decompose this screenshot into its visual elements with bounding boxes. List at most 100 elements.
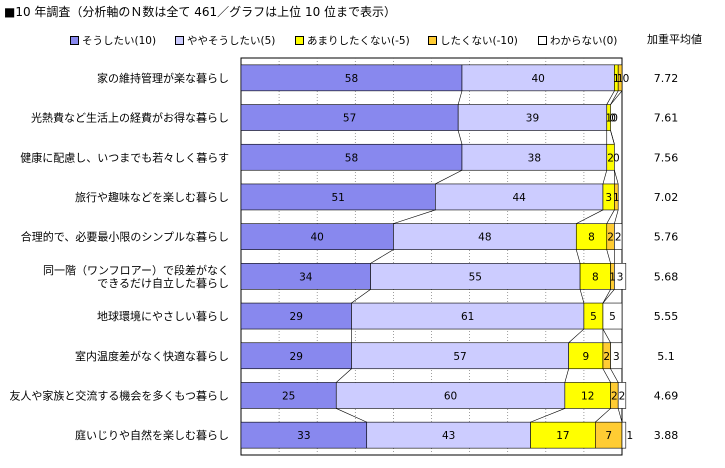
legend-swatch [70, 35, 79, 45]
bar-segment [579, 263, 611, 290]
legend-label: あまりしたくない(-5) [307, 35, 410, 47]
bar-segment [610, 342, 623, 370]
bar-segment [457, 104, 608, 131]
weighted-average-value: 5.55 [654, 310, 679, 323]
data-label: 0 [623, 73, 630, 85]
legend-swatch [428, 35, 437, 45]
bar-segment [617, 64, 623, 92]
series-connector [336, 368, 352, 383]
bar-segment [240, 223, 394, 250]
bar-segment [240, 183, 436, 211]
legend-swatch [538, 35, 547, 45]
data-label: 3 [605, 192, 612, 204]
data-label: 5 [590, 311, 597, 323]
data-label: 61 [461, 311, 474, 323]
series-connector [579, 289, 585, 304]
legend-label: ややそうしたい(5) [187, 35, 276, 47]
data-label: 2 [619, 390, 626, 402]
series-connector [435, 169, 463, 185]
data-label: 40 [311, 232, 324, 244]
data-label: 2 [607, 232, 614, 244]
data-label: 2 [607, 152, 614, 164]
category-label: 光熱費など生活上の経費がお得な暮らし [31, 111, 229, 125]
series-connector [530, 408, 565, 423]
data-label: 7 [605, 430, 612, 442]
data-label: 1 [613, 192, 620, 204]
data-label: 1 [617, 73, 624, 85]
weighted-average-value: 5.68 [654, 270, 679, 283]
bar-segment [614, 263, 627, 290]
series-connector [336, 408, 367, 423]
category-label: 同一階（ワンフロアー）で段差がなく [43, 263, 229, 277]
series-connector [457, 90, 463, 105]
series-connector [602, 289, 611, 304]
legend-item: したくない(-10) [428, 33, 518, 48]
weighted-average-value: 5.1 [657, 350, 675, 363]
data-label: 57 [453, 351, 466, 363]
bar-segment [602, 302, 623, 330]
series-connector [595, 408, 611, 423]
weighted-average-header: 加重平均値 [647, 33, 702, 46]
data-label: 2 [603, 351, 610, 363]
series-connector [602, 289, 615, 304]
legend-item: あまりしたくない(-5) [295, 33, 410, 48]
data-label: 9 [582, 351, 589, 363]
data-label: 29 [290, 311, 303, 323]
bar-segment [606, 143, 615, 171]
weighted-average-value: 7.72 [654, 72, 679, 85]
series-connector [602, 170, 608, 185]
data-label: 1 [626, 430, 633, 442]
category-label: 健康に配慮し、いつまでも若々しく暮らす [20, 150, 229, 164]
bar-segment [240, 302, 352, 330]
series-connector [617, 408, 623, 423]
weighted-average-value: 7.61 [654, 112, 679, 125]
bar-segment [614, 223, 623, 250]
legend-swatch [295, 35, 304, 45]
series-connector [602, 368, 611, 383]
chart-title: ■10 年調査（分析軸のＮ数は全て 461／グラフは上位 10 位まで表示） [4, 5, 397, 19]
bar-segment [621, 421, 627, 449]
series-connector [393, 209, 436, 224]
series-connector [606, 249, 611, 264]
legend-item: ややそうしたい(5) [175, 33, 275, 48]
weighted-average-value: 5.76 [654, 231, 679, 244]
legend-item: そうしたい(10) [70, 33, 156, 48]
bar-segment [351, 342, 569, 370]
legend-item: わからない(0) [538, 33, 617, 48]
data-label: 58 [345, 73, 358, 85]
series-connector [576, 209, 604, 224]
data-label: 40 [531, 73, 544, 85]
bar-segment [240, 342, 352, 370]
bar-segment [568, 342, 604, 370]
bar-segment [606, 104, 611, 131]
data-label: 0 [609, 113, 616, 125]
bar-segment [530, 421, 596, 449]
bar-segment [240, 143, 463, 171]
series-connector [575, 249, 581, 264]
bar-segment [240, 263, 371, 290]
data-label: 8 [588, 232, 595, 244]
data-label: 12 [581, 390, 594, 402]
data-label: 29 [290, 351, 303, 363]
data-label: 1 [609, 271, 616, 283]
bar-segment [335, 382, 566, 409]
series-connector [610, 130, 615, 145]
series-connector [610, 90, 623, 105]
data-label: 1 [605, 113, 612, 125]
data-label: 39 [526, 113, 539, 125]
category-label: 合理的で、必要最小限のシンプルな暮らし [21, 230, 229, 244]
series-connector [602, 328, 611, 343]
data-label: 2 [611, 390, 618, 402]
category-label: 友人や家族と交流する機会を多くもつ暮らし [9, 388, 229, 402]
bar-segment [564, 382, 611, 409]
data-label: 0 [611, 113, 618, 125]
bar-segment [617, 382, 627, 409]
series-connector [614, 170, 619, 185]
weighted-average-value: 3.88 [654, 429, 679, 442]
data-label: 1 [613, 73, 620, 85]
category-label: 旅行や趣味などを楽しむ暮らし [75, 190, 229, 204]
category-label: できるだけ自立した暮らし [97, 276, 229, 290]
data-label: 60 [444, 390, 457, 402]
data-label: 51 [331, 192, 344, 204]
data-label: 5 [609, 311, 616, 323]
